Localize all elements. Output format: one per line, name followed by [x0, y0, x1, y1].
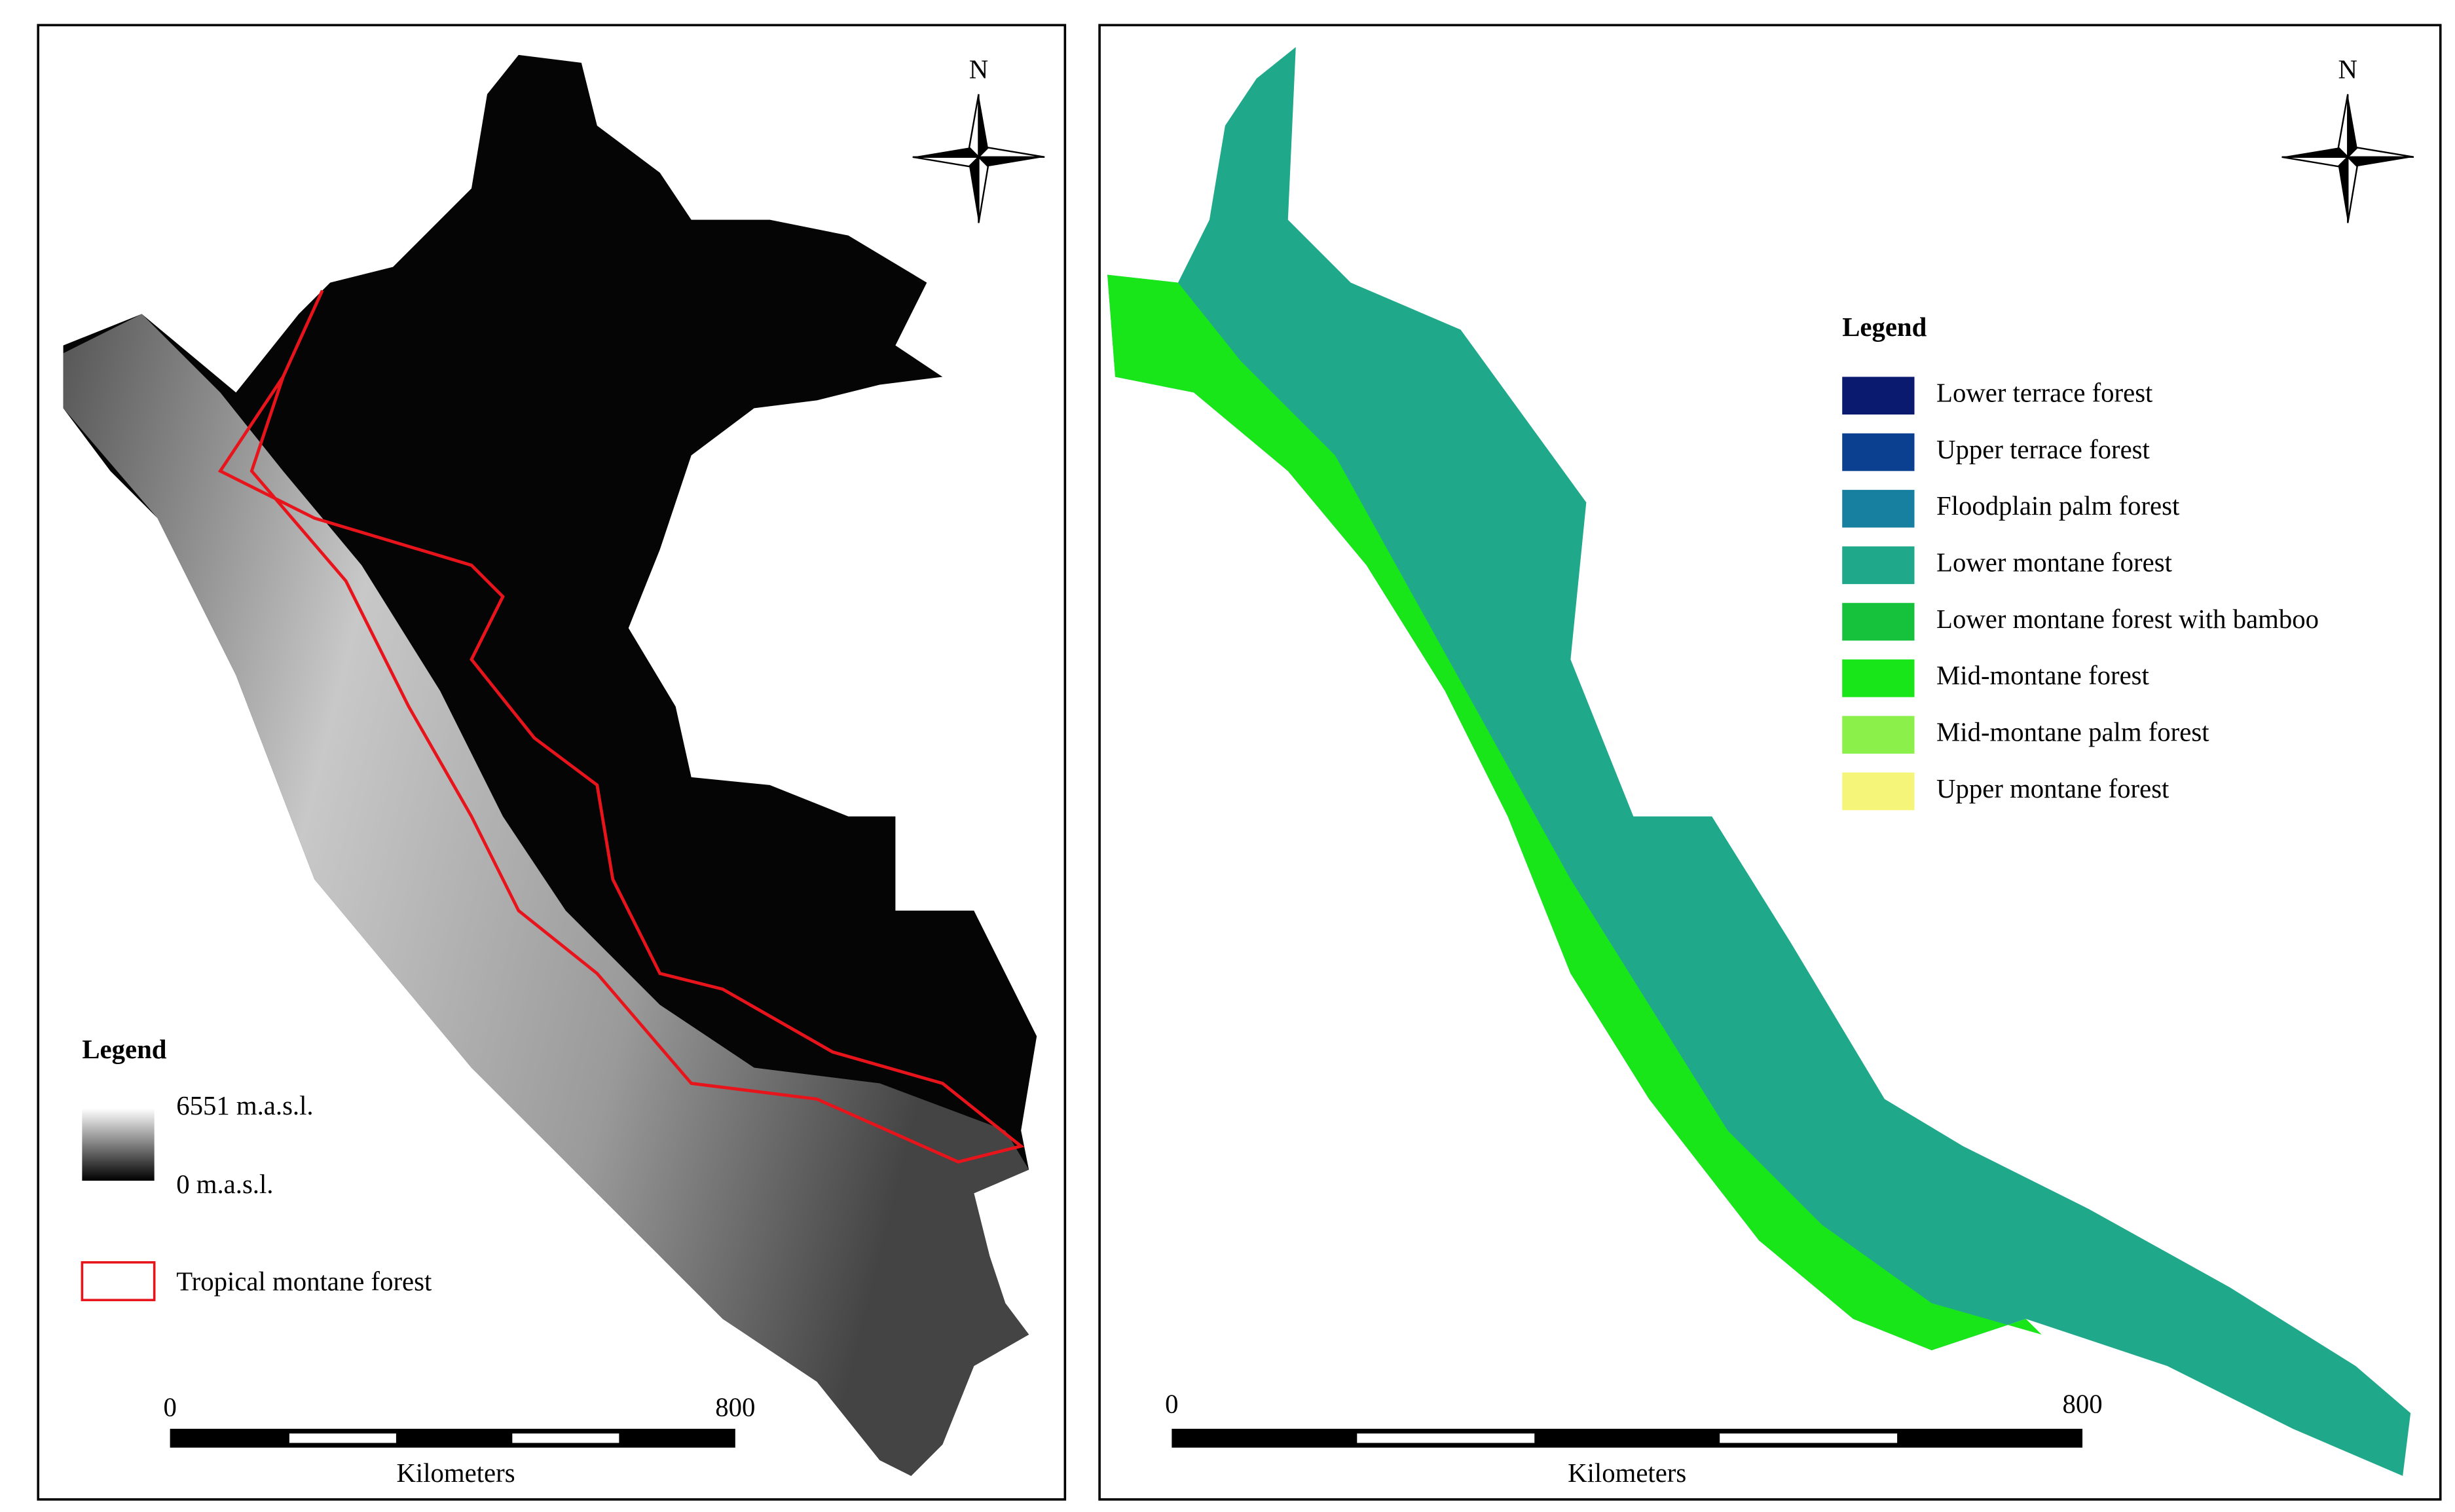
north-arrow [2281, 94, 2414, 223]
legend: Lower terrace forest Upper terrace forest… [1842, 377, 2319, 811]
outline-swatch [81, 1261, 156, 1302]
left-panel: N Legend 6551 m.a.s.l. 0 m.a.s.l. Tropic… [37, 24, 1067, 1501]
legend-swatch [1842, 490, 1915, 528]
legend-label: Upper montane forest [1936, 774, 2169, 803]
forest-map-mid [1107, 274, 2042, 1351]
scale-label: 0 [1165, 1390, 1178, 1419]
right-panel: N Legend Lower terrace forest Upper terra… [1098, 24, 2442, 1501]
legend-label: Lower montane forest [1936, 548, 2173, 578]
legend-swatch [1842, 772, 1915, 811]
legend-title: Legend [1842, 312, 1927, 342]
andes-elevation [63, 314, 1029, 1476]
north-label: N [969, 55, 988, 84]
north-label: N [2338, 55, 2357, 84]
scale-bar [1172, 1428, 2083, 1448]
north-arrow [912, 94, 1045, 223]
scale-unit: Kilometers [396, 1458, 515, 1488]
scale-label: 800 [2062, 1390, 2102, 1419]
forest-map [1107, 46, 2411, 1476]
scale-label: 800 [715, 1393, 755, 1422]
scale-bar [170, 1428, 735, 1448]
scale-label: 0 [163, 1393, 176, 1422]
legend-label: Tropical montane forest [176, 1267, 432, 1297]
legend-label: Lower terrace forest [1936, 378, 2153, 408]
legend-swatch [1842, 433, 1915, 471]
legend-swatch [1842, 602, 1915, 641]
montane-forest-outline [217, 289, 1025, 1164]
legend-swatch [1842, 546, 1915, 584]
legend-label: Mid-montane forest [1936, 661, 2149, 690]
legend-label: Floodplain palm forest [1936, 491, 2180, 521]
legend-label: 6551 m.a.s.l. [176, 1091, 313, 1120]
legend-swatch [1842, 716, 1915, 754]
legend-label: 0 m.a.s.l. [176, 1170, 273, 1199]
legend-title: Legend [82, 1035, 166, 1064]
legend-swatch [1842, 377, 1915, 415]
legend-label: Lower montane forest with bamboo [1936, 604, 2319, 634]
legend-swatch [1842, 659, 1915, 697]
scale-unit: Kilometers [1568, 1458, 1686, 1488]
legend-label: Mid-montane palm forest [1936, 717, 2209, 747]
elevation-swatch [82, 1108, 155, 1181]
legend-label: Upper terrace forest [1936, 435, 2150, 464]
